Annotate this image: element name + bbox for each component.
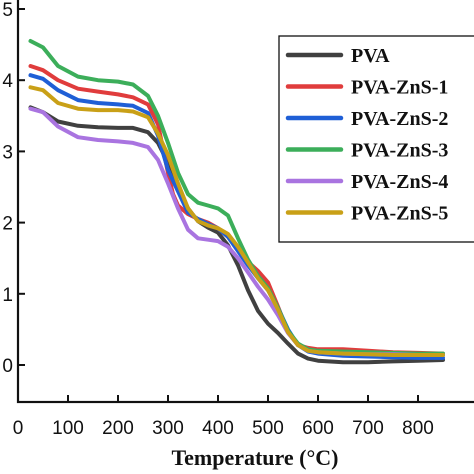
legend-box	[278, 35, 474, 243]
legend-label: PVA	[351, 45, 390, 67]
x-tick-label: 500	[252, 418, 284, 439]
y-tick-label: 3	[2, 142, 13, 163]
legend-label: PVA-ZnS-5	[351, 203, 448, 225]
x-axis-title: Temperature (°C)	[171, 445, 338, 470]
x-tick-label: 400	[202, 418, 234, 439]
x-tick-label: 100	[52, 418, 84, 439]
y-tick-label: 2	[2, 214, 13, 235]
legend-label: PVA-ZnS-4	[351, 171, 448, 193]
legend-label: PVA-ZnS-3	[351, 140, 448, 162]
y-tick-label: 5	[2, 0, 13, 21]
plot-frame	[16, 0, 474, 404]
y-tick-label: 0	[2, 356, 13, 377]
legend-label: PVA-ZnS-1	[351, 77, 448, 99]
y-tick-label: 4	[2, 71, 13, 92]
legend: PVA PVA-ZnS-1 PVA-ZnS-2 PVA-ZnS-3 PVA-ZnS-4 P…	[278, 35, 474, 243]
x-tick-label: 800	[402, 418, 434, 439]
series-layer	[28, 39, 445, 365]
x-tick-label: 700	[352, 418, 384, 439]
legend-label: PVA-ZnS-2	[351, 108, 448, 130]
series-line-1	[28, 105, 445, 365]
x-tick-label: 200	[102, 418, 134, 439]
x-tick-label: 300	[152, 418, 184, 439]
y-tick-label: 1	[2, 285, 13, 306]
series-line-6	[28, 85, 445, 357]
x-tick-label: 0	[13, 418, 24, 439]
x-tick-label: 600	[302, 418, 334, 439]
ticks-layer: 0 100 200 300 400 500 600 700 800 0 1 2 3 4 5	[2, 0, 433, 439]
